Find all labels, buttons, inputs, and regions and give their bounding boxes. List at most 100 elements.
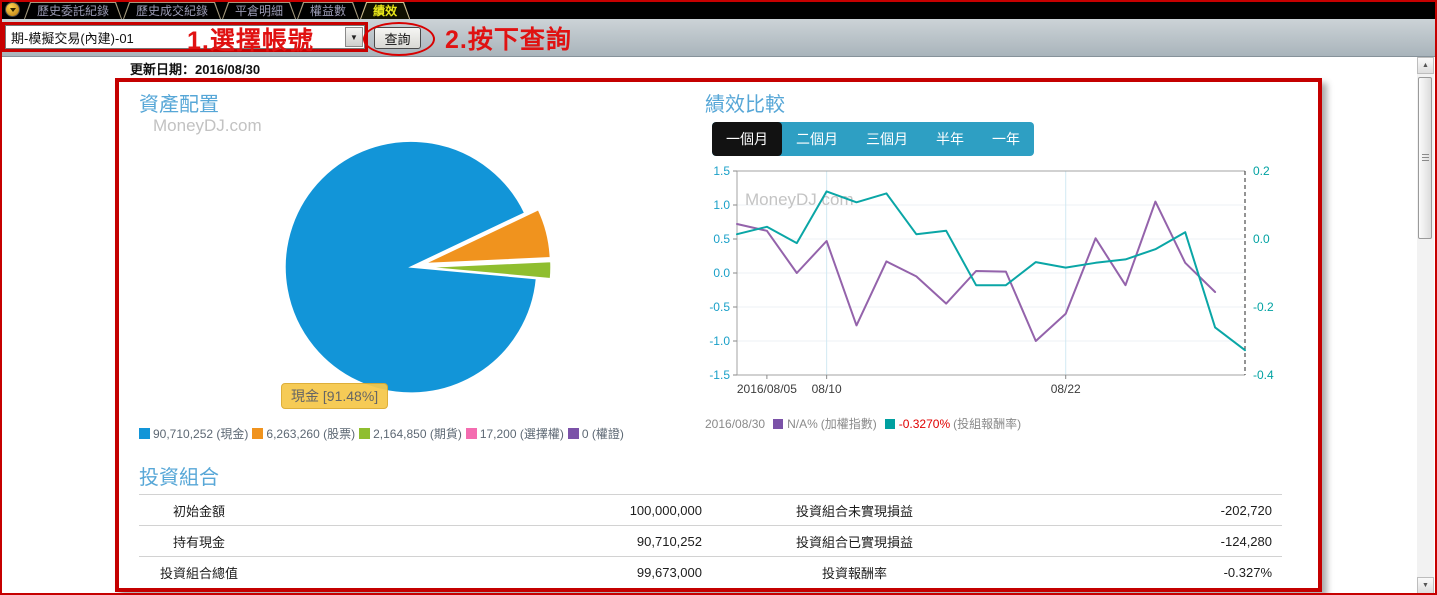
scroll-down-button[interactable]: ▼ — [1417, 577, 1434, 594]
chevron-down-icon — [9, 8, 16, 15]
window-tab[interactable]: 歷史委託紀錄 — [24, 2, 122, 19]
row-label-1: 初始金額 — [172, 503, 225, 519]
left-axis-label: -0.5 — [709, 300, 730, 314]
legend-value: 0 (權證) — [581, 427, 624, 441]
main-panel: 資產配置 MoneyDJ.com 現金 [91.48%] 90,710,252 … — [115, 78, 1322, 592]
row-value-1: 90,710,252 — [636, 533, 702, 549]
chevron-down-icon: ▼ — [350, 32, 358, 42]
account-select-arrow-button[interactable]: ▼ — [345, 27, 363, 47]
legend-value: 2,164,850 (期貨) — [373, 427, 462, 441]
series-加權指數 — [736, 200, 1217, 342]
asset-allocation-title: 資產配置 — [139, 94, 219, 116]
tab-list-dropdown-button[interactable] — [5, 2, 20, 17]
update-date-value: 2016/08/30 — [195, 62, 261, 77]
update-date-label: 更新日期： — [130, 62, 196, 77]
legend-swatch-icon — [252, 428, 264, 439]
performance-line-chart: 1.5 1.0 0.5 0.0 -0.5 -1.0 -1.5 0.2 0.0 -0.2 -0.4 20… — [709, 164, 1274, 396]
account-select[interactable]: 期-模擬交易(內建)-01 ▼ — [5, 25, 365, 49]
step2-annotation-text: 2.按下查詢 — [445, 26, 572, 54]
pie-legend: 90,710,252 (現金) 6,263,260 (股票) 2,164,850 (… — [139, 425, 628, 442]
window-tab[interactable]: 權益數 — [297, 2, 359, 19]
update-date: 更新日期：2016/08/30 — [130, 59, 260, 78]
legend-value: N/A% — [787, 416, 818, 431]
toolbar: 期-模擬交易(內建)-01 ▼ 1.選擇帳號 查詢 2.按下查詢 — [0, 19, 1437, 57]
row-label-1: 持有現金 — [172, 534, 225, 550]
right-axis-label: -0.2 — [1253, 300, 1274, 314]
legend-swatch-icon — [773, 418, 784, 429]
window-tab-label: 歷史成交紀錄 — [136, 4, 209, 18]
pie-slice-期貨 — [424, 260, 552, 280]
scrollbar-grip-icon — [1422, 154, 1429, 162]
row-label-2: 投資組合未實現損益 — [795, 503, 913, 519]
row-value-1: 100,000,000 — [629, 502, 702, 518]
period-tab[interactable]: 三個月 — [866, 131, 908, 147]
table-row: 投資組合總值 99,673,000 投資報酬率 -0.327% — [139, 556, 1282, 587]
legend-value: 90,710,252 (現金) — [153, 427, 249, 441]
row-value-2: -0.327% — [1223, 564, 1272, 580]
moneydj-watermark: MoneyDJ.com — [745, 190, 854, 209]
right-axis-label: 0.2 — [1253, 164, 1270, 178]
row-value-1: 99,673,000 — [636, 564, 702, 580]
row-label-2: 投資報酬率 — [821, 565, 887, 581]
portfolio-title: 投資組合 — [139, 467, 219, 489]
performance-legend-item: N/A% (加權指數) — [773, 415, 877, 432]
period-tab[interactable]: 一個月 — [712, 122, 782, 156]
pie-legend-item: 0 (權證) — [567, 425, 624, 442]
legend-value: -0.3270% — [898, 416, 951, 431]
legend-swatch-icon — [465, 428, 477, 439]
legend-swatch-icon — [567, 428, 579, 439]
x-axis-label: 2016/08/05 — [737, 382, 797, 396]
row-label-1: 投資組合總值 — [159, 565, 238, 581]
portfolio-table: 初始金額 100,000,000 投資組合未實現損益 -202,720 持有現金 90,7… — [139, 494, 1282, 587]
table-row: 初始金額 100,000,000 投資組合未實現損益 -202,720 — [139, 494, 1282, 525]
series-投組報酬率 — [736, 190, 1246, 352]
pie-legend-item: 2,164,850 (期貨) — [359, 425, 462, 442]
legend-date: 2016/08/30 — [705, 416, 766, 431]
scroll-up-button[interactable]: ▲ — [1417, 57, 1434, 74]
window-tabs: 歷史委託紀錄 歷史成交紀錄 平倉明細 權益數 績效 — [24, 2, 411, 19]
window-tab-bar: 歷史委託紀錄 歷史成交紀錄 平倉明細 權益數 績效 — [0, 0, 1437, 19]
right-axis-label: 0.0 — [1253, 232, 1270, 246]
period-tab[interactable]: 半年 — [936, 131, 964, 147]
legend-value: 17,200 (選擇權) — [479, 427, 564, 441]
legend-swatch-icon — [139, 428, 150, 439]
scrollbar-thumb[interactable] — [1418, 77, 1432, 239]
row-value-2: -124,280 — [1220, 533, 1272, 549]
row-label-2: 投資組合已實現損益 — [795, 534, 913, 550]
pie-legend-item: 6,263,260 (股票) — [252, 425, 355, 442]
account-select-value: 期-模擬交易(內建)-01 — [11, 30, 134, 46]
table-row: 持有現金 90,710,252 投資組合已實現損益 -124,280 — [139, 525, 1282, 556]
query-button[interactable]: 查詢 — [374, 27, 421, 49]
pie-slice-股票 — [424, 208, 552, 265]
window-tab[interactable]: 歷史成交紀錄 — [123, 2, 221, 19]
period-tab[interactable]: 一年 — [992, 131, 1020, 147]
left-axis-label: 1.5 — [713, 164, 730, 178]
performance-title: 績效比較 — [705, 94, 785, 116]
x-axis-label: 08/10 — [812, 382, 842, 396]
window-tab[interactable]: 平倉明細 — [222, 2, 296, 19]
legend-swatch-icon — [359, 428, 371, 439]
window-tab[interactable]: 績效 — [360, 2, 410, 19]
legend-label: (投組報酬率) — [953, 417, 1022, 431]
left-axis-label: 0.5 — [713, 232, 730, 246]
left-axis-label: 1.0 — [713, 198, 730, 212]
pie-legend-item: 90,710,252 (現金) — [139, 425, 248, 442]
period-tab[interactable]: 二個月 — [796, 131, 838, 147]
legend-swatch-icon — [884, 418, 895, 429]
left-axis-label: -1.0 — [709, 334, 730, 348]
moneydj-watermark: MoneyDJ.com — [153, 116, 262, 135]
pie-slice-現金 — [284, 140, 538, 394]
row-value-2: -202,720 — [1220, 502, 1272, 518]
period-tab-bar: 一個月 二個月 三個月 半年 一年 — [712, 122, 1034, 156]
left-axis-label: 0.0 — [713, 266, 730, 280]
step1-annotation-box: 期-模擬交易(內建)-01 ▼ 1.選擇帳號 — [2, 22, 368, 55]
legend-value: 6,263,260 (股票) — [266, 427, 356, 441]
pie-legend-item: 17,200 (選擇權) — [465, 425, 564, 442]
performance-legend: 2016/08/30 N/A% (加權指數) -0.3270% (投組報酬率) — [705, 415, 1021, 432]
scroll-down-icon: ▼ — [1422, 582, 1429, 589]
pie-tooltip: 現金 [91.48%] — [281, 383, 389, 409]
asset-allocation-pie-chart — [284, 140, 552, 394]
right-axis-label: -0.4 — [1253, 368, 1274, 382]
window-tab-label: 平倉明細 — [235, 4, 284, 18]
x-axis-label: 08/22 — [1051, 382, 1081, 396]
